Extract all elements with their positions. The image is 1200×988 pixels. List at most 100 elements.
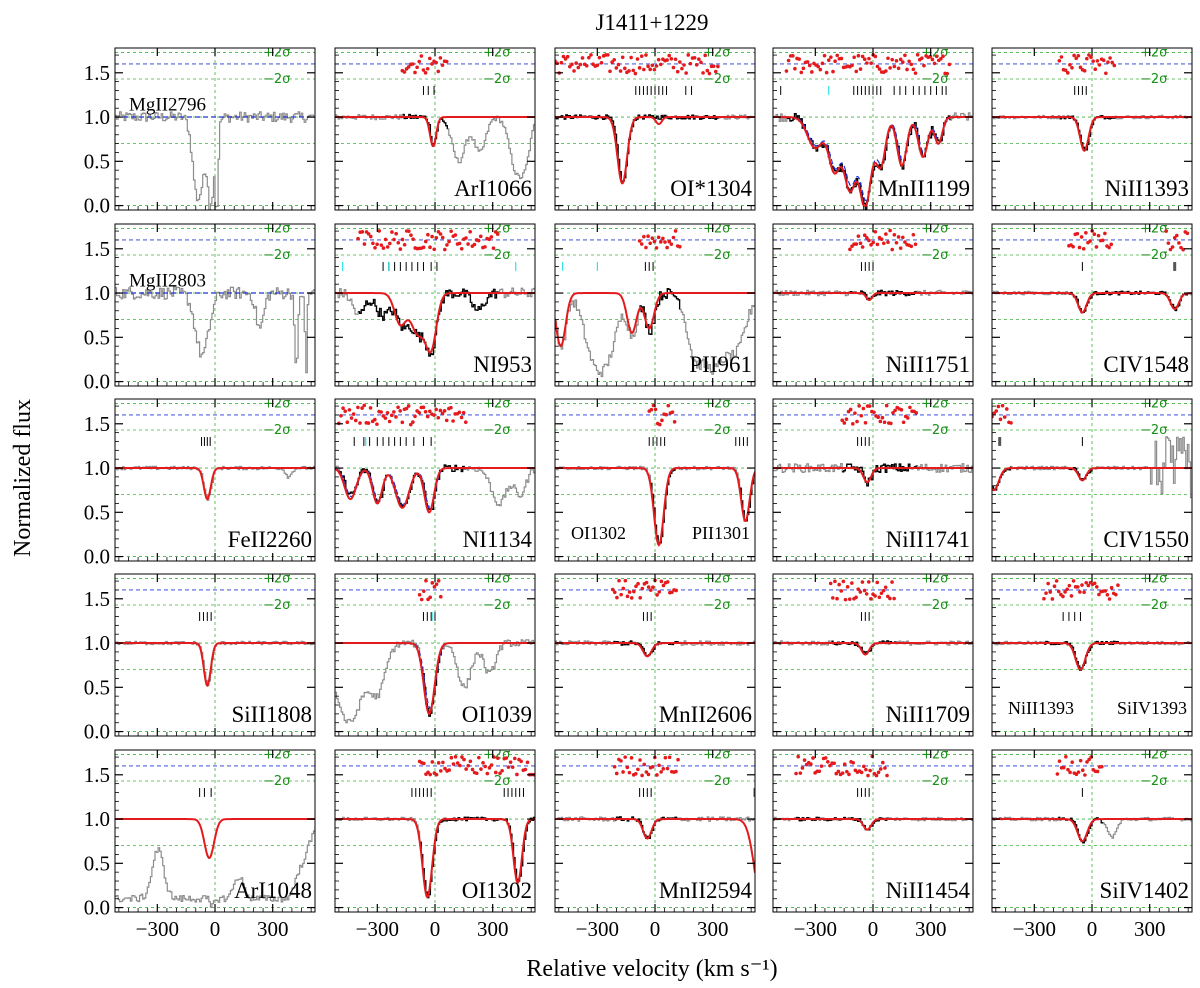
residual-point [449,755,454,760]
residual-point [881,588,886,593]
residual-point [595,63,600,68]
residual-point [1083,773,1087,777]
residual-point [873,229,878,234]
residual-point [667,53,672,58]
residual-point [678,60,682,64]
residual-point [992,411,996,416]
residual-point [436,761,441,765]
residual-point [867,56,871,61]
voigt-model [335,642,535,715]
residual-point [844,417,849,421]
residual-point [656,57,661,62]
residual-point [1005,407,1009,411]
sigma-plus-label: +2σ [483,221,510,236]
residual-point [651,585,655,590]
residual-point [847,772,851,777]
spectrum-panel-niii1709: +2σ −2σ NiII1709 [772,573,974,737]
residual-point [430,234,434,239]
residual-point [659,770,663,774]
panel-label: NiII1709 [886,702,970,727]
residual-point [428,56,432,61]
residual-point [394,231,398,236]
residual-point [876,770,881,775]
sigma-plus-label: +2σ [1140,571,1167,586]
residual-point [906,416,910,420]
x-tick-label: −300 [356,917,399,941]
residual-point [1095,585,1099,589]
residual-point [817,769,822,774]
residual-point [616,62,621,67]
residual-point [888,228,892,233]
residual-point [491,246,496,250]
residual-point [578,62,583,67]
residual-point [877,67,882,71]
residual-point [434,60,438,65]
residual-point [854,242,859,246]
residual-point [665,580,670,584]
residual-point [438,408,443,413]
residual-point [1075,585,1080,589]
residual-point [1056,589,1061,594]
residual-point [368,406,373,410]
residual-point [893,408,897,413]
residual-point [854,595,858,600]
residual-point [994,409,999,413]
residual-point [434,407,438,412]
residual-point [366,421,371,425]
residual-point [434,772,439,777]
residual-point [831,596,835,600]
residual-point [411,62,415,66]
panel-label: PII961 [689,352,752,377]
residual-point [920,56,924,60]
residual-point [848,407,853,412]
residual-point [617,578,621,583]
residual-point [580,56,585,60]
residual-point [1078,65,1083,70]
residual-point [1057,759,1062,763]
residual-point [389,413,394,418]
residual-point [1085,760,1089,764]
residual-point [829,55,833,59]
residual-point [459,246,464,251]
residual-point [572,69,576,73]
residual-point [656,235,661,240]
residual-point [707,71,712,76]
residual-point [1063,68,1068,73]
residual-point [866,580,871,584]
residual-point [1081,246,1086,251]
residual-point [1084,580,1089,585]
residual-point [620,55,625,60]
spectrum-panel-civ1550: +2σ −2σ CIV1550 [991,398,1193,562]
residual-point [869,597,873,601]
residual-point [703,53,707,58]
residual-point [811,756,815,760]
residual-point [671,65,676,70]
x-tick-label: 300 [915,917,947,941]
spectrum-panel-ari1066: +2σ −2σ ArI1066 [334,47,536,211]
residual-point [852,55,856,60]
residual-point [824,70,829,75]
residual-point [851,760,855,765]
residual-point [559,60,564,65]
residual-point [451,419,455,423]
voigt-model [555,292,755,347]
residual-point [461,410,466,415]
residual-point [1088,239,1092,243]
residual-point [381,414,386,418]
residual-point [400,420,405,425]
spectrum-panel-pii961: +2σ −2σ PII961 [554,223,756,387]
residual-point [430,760,435,764]
residual-point [850,581,854,585]
voigt-model [555,467,755,547]
residual-point [660,418,664,423]
residual-point [385,245,390,249]
residual-point [882,420,887,425]
residual-point [375,422,379,426]
residual-point [619,592,623,597]
residual-point [847,597,852,601]
residual-point [650,236,655,240]
residual-point [676,757,680,762]
sigma-minus-label: −2σ [703,248,730,263]
residual-point [892,596,896,601]
